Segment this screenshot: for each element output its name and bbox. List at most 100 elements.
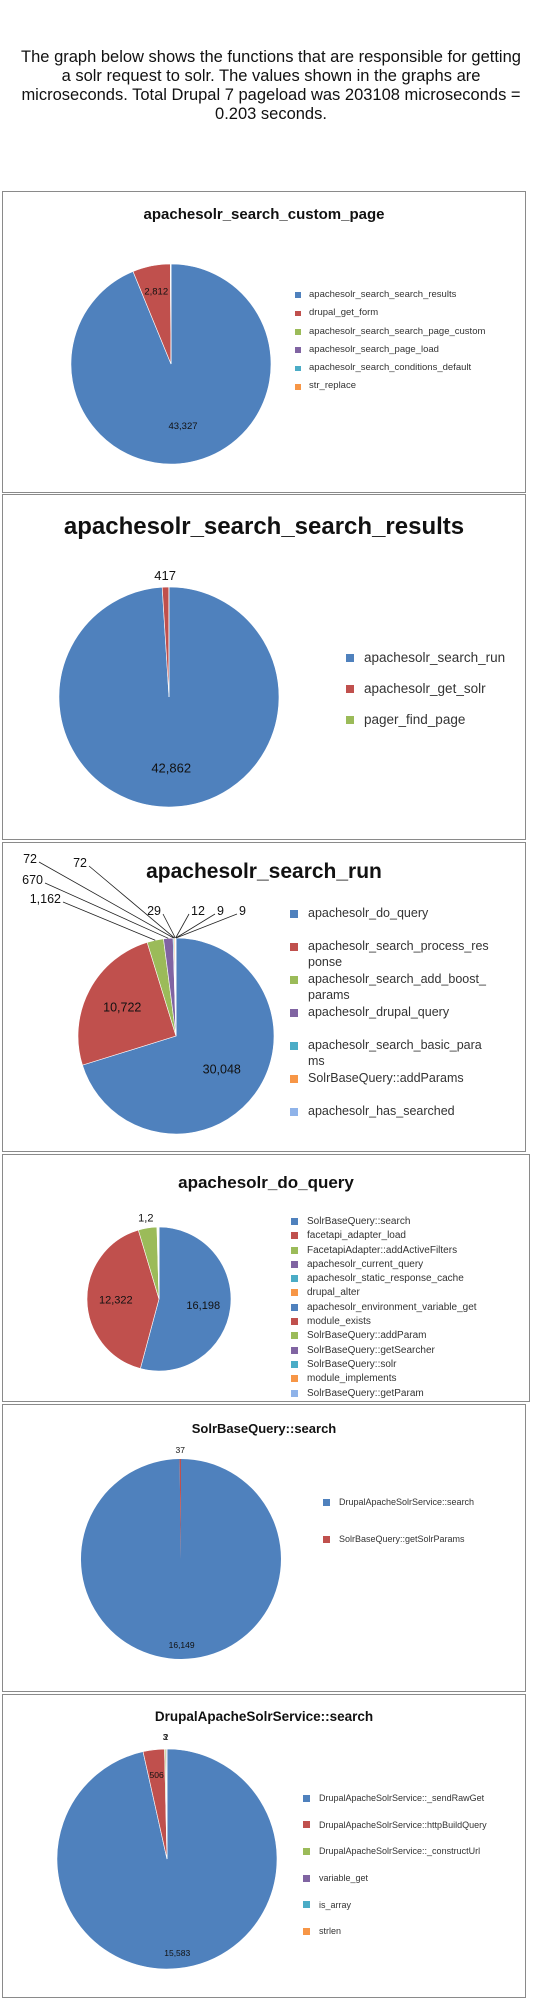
legend-label: apachesolr_current_query: [307, 1258, 424, 1270]
legend-swatch: [291, 1332, 298, 1340]
legend-item-drupalapachesolrservice-sendrawget: DrupalApacheSolrService::_sendRawGet: [303, 1792, 487, 1819]
legend-item-apachesolr-drupal-query: apachesolr_drupal_query: [290, 1005, 490, 1038]
pie-slice-solrbasequery-getsolrparams: [179, 1459, 181, 1559]
legend-swatch: [291, 1389, 298, 1397]
leader-line: [175, 913, 190, 939]
chart-legend: DrupalApacheSolrService::_sendRawGet Drup…: [303, 1792, 487, 1952]
leader-line: [38, 861, 174, 939]
pie-chart: 43,327 2,812: [70, 263, 272, 465]
legend-swatch: [290, 1041, 299, 1050]
legend-item-apachesolr-search-basic-params: apachesolr_search_basic_params: [290, 1038, 490, 1071]
legend-item-apachesolr-search-search-results: apachesolr_search_search_results: [295, 289, 485, 307]
pie-chart: 16,198 12,322 1,2: [86, 1212, 232, 1372]
legend-item-drupalapachesolrservice-constructurl: DrupalApacheSolrService::_constructUrl: [303, 1845, 487, 1872]
data-label: 16,198: [186, 1300, 220, 1312]
legend-label: drupal_get_form: [309, 307, 379, 319]
pie-chart: 15,583 506 32: [56, 1732, 278, 1970]
pie-chart: 42,862 417: [58, 568, 280, 808]
legend-label: apachesolr_get_solr: [364, 681, 486, 696]
data-label: 1,162: [30, 892, 61, 906]
data-label: 417: [154, 568, 176, 583]
data-label: 37: [175, 1445, 185, 1455]
chart-panel-apachesolr-search-custom-page: apachesolr_search_custom_page 43,327 2,812…: [2, 191, 526, 493]
legend-item-facetapi-adapter-load: facetapi_adapter_load: [291, 1229, 477, 1243]
legend-label: variable_get: [319, 1873, 369, 1884]
pie-slice-drupalapachesolrservice-search: [80, 1459, 281, 1659]
legend-swatch: [291, 1218, 298, 1225]
legend-swatch: [290, 1074, 299, 1083]
data-label: 670: [22, 873, 43, 887]
legend-label: apachesolr_search_conditions_default: [309, 362, 472, 374]
pie-slice-facetapi-adapter-load: [86, 1229, 160, 1369]
legend-swatch: [346, 716, 355, 725]
legend-swatch: [303, 1794, 310, 1802]
intro-text: The graph below shows the functions that…: [21, 48, 521, 123]
legend-item-solrbasequery-addparam: SolrBaseQuery::addParam: [291, 1329, 477, 1343]
pie-slice-apachesolr-search-process-response: [77, 941, 177, 1066]
legend-swatch: [291, 1232, 298, 1240]
legend-label: SolrBaseQuery::addParam: [307, 1330, 427, 1342]
legend-label: module_implements: [307, 1373, 397, 1385]
legend-item-apachesolr-search-conditions-default: apachesolr_search_conditions_default: [295, 362, 485, 380]
legend-label: strlen: [319, 1926, 342, 1937]
pie-slice-solrbasequery-search: [140, 1226, 232, 1372]
legend-swatch: [295, 383, 301, 390]
legend-item-apachesolr-static-response-cache: apachesolr_static_response_cache: [291, 1272, 477, 1286]
pie-slice-apachesolr-do-query: [82, 937, 275, 1135]
legend-swatch: [295, 347, 301, 353]
legend-item-apachesolr-search-add-boost-params: apachesolr_search_add_boost_params: [290, 972, 490, 1005]
data-label: 2,812: [144, 286, 168, 297]
legend-label: is_array: [319, 1899, 352, 1910]
data-label: 3: [163, 1732, 168, 1742]
legend-swatch: [290, 909, 299, 918]
data-label: 72: [23, 852, 37, 866]
data-label: 15,583: [164, 1948, 190, 1958]
legend-label: apachesolr_environment_variable_get: [307, 1301, 477, 1313]
legend-item-apachesolr-search-run: apachesolr_search_run: [346, 650, 505, 681]
legend-swatch: [291, 1318, 298, 1326]
data-label: 1,2: [138, 1212, 153, 1224]
chart-panel-apachesolr-search-search-results: apachesolr_search_search_results 42,862 41…: [2, 494, 526, 840]
legend-swatch: [346, 654, 355, 663]
legend-swatch: [323, 1498, 330, 1506]
legend-label: SolrBaseQuery::getParam: [307, 1387, 424, 1399]
legend-label: facetapi_adapter_load: [307, 1230, 406, 1242]
legend-swatch: [291, 1246, 298, 1254]
data-label: 9: [217, 904, 224, 918]
legend-swatch: [303, 1847, 310, 1855]
chart-title: SolrBaseQuery::search: [191, 1421, 337, 1436]
legend-swatch: [291, 1360, 298, 1368]
legend-item-drupal-alter: drupal_alter: [291, 1286, 477, 1300]
legend-item-solrbasequery-addparams: SolrBaseQuery::addParams: [290, 1071, 490, 1104]
legend-swatch: [290, 942, 299, 951]
legend-item-solrbasequery-solr: SolrBaseQuery::solr: [291, 1358, 477, 1372]
legend-swatch: [291, 1303, 298, 1311]
legend-item-pager-find-page: pager_find_page: [346, 712, 505, 743]
chart-title: DrupalApacheSolrService::search: [154, 1709, 374, 1724]
legend-item-drupal-get-form: drupal_get_form: [295, 307, 485, 325]
legend-swatch: [303, 1927, 310, 1935]
chart-legend: apachesolr_search_run apachesolr_get_solr…: [346, 650, 505, 743]
data-label: 30,048: [203, 1063, 241, 1077]
legend-label: drupal_alter: [307, 1287, 360, 1299]
legend-label: apachesolr_do_query: [308, 906, 429, 920]
chart-legend: DrupalApacheSolrService::search SolrBaseQ…: [323, 1496, 474, 1570]
legend-label: DrupalApacheSolrService::httpBuildQuery: [319, 1819, 487, 1830]
legend-label: SolrBaseQuery::getSolrParams: [339, 1534, 465, 1544]
legend-swatch: [303, 1874, 310, 1882]
legend-item-apachesolr-get-solr: apachesolr_get_solr: [346, 681, 505, 712]
data-label: 72: [73, 856, 87, 870]
legend-label: apachesolr_search_search_page_custom: [309, 325, 486, 337]
legend-label: apachesolr_has_searched: [308, 1104, 455, 1118]
legend-label: SolrBaseQuery::addParams: [308, 1071, 464, 1085]
leader-line: [62, 901, 156, 941]
legend-item-facetapiadapter-addactivefilters: FacetapiAdapter::addActiveFilters: [291, 1244, 477, 1258]
legend-item-module-exists: module_exists: [291, 1315, 477, 1329]
legend-swatch: [291, 1289, 298, 1297]
legend-item-apachesolr-search-process-response: apachesolr_search_process_response: [290, 939, 490, 972]
legend-label: SolrBaseQuery::search: [307, 1216, 411, 1227]
legend-item-solrbasequery-getsolrparams: SolrBaseQuery::getSolrParams: [323, 1533, 474, 1570]
legend-item-apachesolr-environment-variable-get: apachesolr_environment_variable_get: [291, 1301, 477, 1315]
